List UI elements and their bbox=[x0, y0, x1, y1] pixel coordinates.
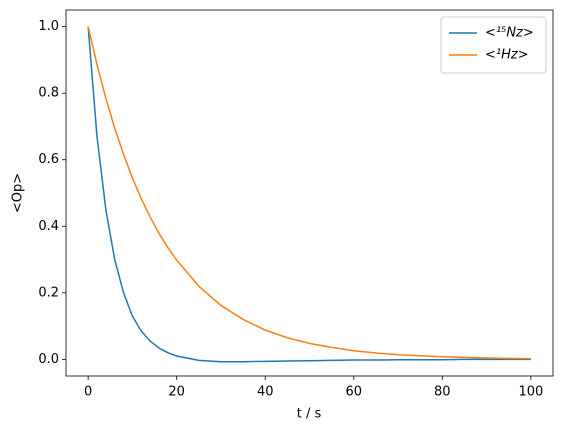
x-tick-label: 60 bbox=[345, 385, 362, 400]
x-tick-label: 0 bbox=[84, 385, 92, 400]
y-tick-label: 0.8 bbox=[38, 86, 59, 101]
x-axis-label: t / s bbox=[297, 407, 322, 422]
y-tick-label: 0.6 bbox=[38, 152, 59, 167]
plot-frame bbox=[65, 9, 554, 377]
y-tick-label: 0.4 bbox=[38, 219, 59, 234]
line bbox=[87, 26, 531, 360]
x-tick-label: 80 bbox=[434, 385, 451, 400]
legend-label: <¹⁵Nz> bbox=[485, 26, 534, 41]
y-axis-label: <Op> bbox=[11, 173, 26, 213]
legend-label: <¹Hz> bbox=[485, 48, 529, 63]
x-tick-label: 100 bbox=[518, 385, 543, 400]
line bbox=[87, 26, 531, 363]
y-tick-label: 1.0 bbox=[38, 19, 59, 34]
x-tick-label: 20 bbox=[168, 385, 185, 400]
x-tick-label: 40 bbox=[257, 385, 274, 400]
legend-box bbox=[440, 16, 547, 74]
y-tick-label: 0.0 bbox=[38, 352, 59, 367]
y-tick-label: 0.2 bbox=[38, 285, 59, 300]
